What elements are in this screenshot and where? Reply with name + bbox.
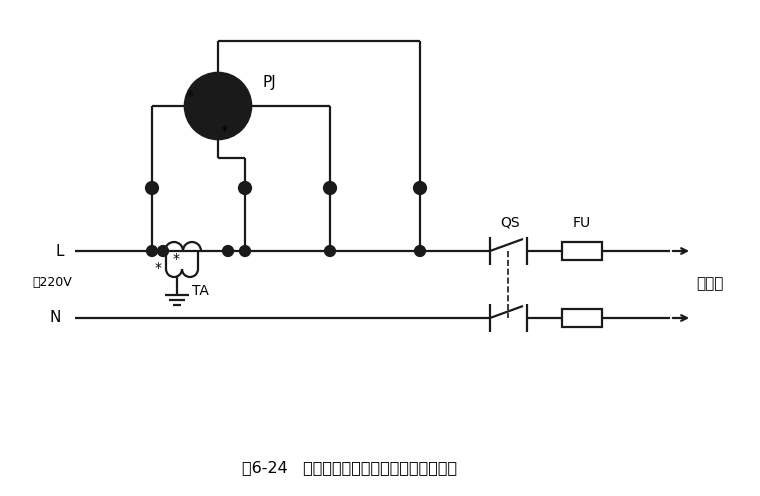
Circle shape bbox=[147, 246, 157, 256]
Circle shape bbox=[324, 182, 336, 194]
Circle shape bbox=[415, 246, 425, 256]
Text: 接负载: 接负载 bbox=[696, 276, 724, 292]
Text: TA: TA bbox=[192, 284, 209, 298]
Circle shape bbox=[325, 246, 335, 256]
Text: *: * bbox=[154, 261, 161, 275]
Circle shape bbox=[185, 73, 251, 139]
Circle shape bbox=[223, 246, 233, 256]
Circle shape bbox=[240, 246, 250, 256]
Text: ～220V: ～220V bbox=[32, 276, 72, 290]
Circle shape bbox=[146, 182, 158, 194]
Bar bbox=[562, 242, 602, 260]
Text: PJ: PJ bbox=[262, 75, 276, 90]
Circle shape bbox=[158, 246, 168, 256]
Circle shape bbox=[239, 182, 251, 194]
Text: 图6-24   单相有功电能表带电流互感器的接线: 图6-24 单相有功电能表带电流互感器的接线 bbox=[242, 460, 458, 476]
Bar bbox=[562, 309, 602, 327]
Text: *: * bbox=[186, 89, 194, 103]
Text: L: L bbox=[55, 244, 65, 258]
Text: *: * bbox=[220, 124, 227, 138]
Text: FU: FU bbox=[573, 216, 591, 230]
Text: *: * bbox=[173, 252, 179, 266]
Text: QS: QS bbox=[500, 216, 520, 230]
Circle shape bbox=[414, 182, 426, 194]
Text: N: N bbox=[49, 310, 61, 325]
